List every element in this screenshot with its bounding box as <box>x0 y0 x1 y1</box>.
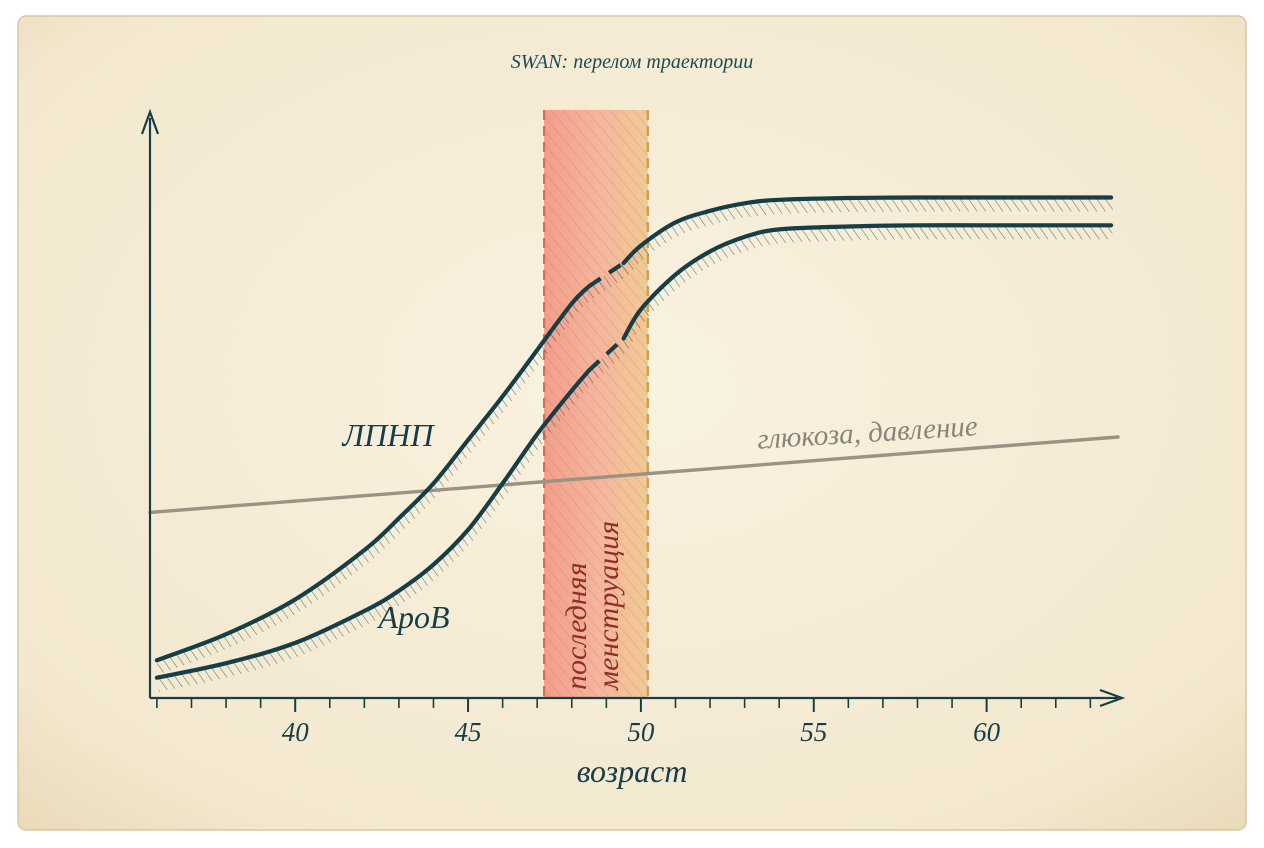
axes: 40 45 50 55 60 <box>140 108 1126 747</box>
x-axis-arrow <box>1099 688 1126 708</box>
trend-layer <box>148 435 1120 515</box>
x-axis-label: возраст <box>577 753 688 789</box>
band-label: последняя менструация <box>560 521 625 691</box>
band-label-line-2: менструация <box>592 521 625 691</box>
series-line-apob-pre <box>154 368 592 680</box>
series-line-apob-post <box>621 223 1114 341</box>
series-label-apob: ApoB <box>376 599 449 635</box>
series-line-ldl-post <box>621 195 1114 266</box>
series-label-ldl: ЛПНП <box>342 417 436 453</box>
band-label-line-1: последняя <box>560 562 593 690</box>
x-tick-label: 45 <box>455 717 482 747</box>
x-tick-label: 55 <box>800 717 827 747</box>
series-line-trend <box>148 435 1120 515</box>
x-tick-label: 60 <box>973 717 1001 747</box>
series-hatch-0 <box>156 197 1114 675</box>
x-tick-label: 50 <box>627 717 655 747</box>
x-tick-label: 40 <box>282 717 310 747</box>
series-layer <box>154 195 1114 680</box>
series-line-apob-dashed <box>587 336 626 372</box>
series-line-ldl-dashed <box>587 261 625 288</box>
chart-title: SWAN: перелом траектории <box>511 51 754 73</box>
tick-layer: 40 45 50 55 60 <box>156 698 1092 747</box>
y-axis-arrow <box>140 108 160 135</box>
series-line-ldl-pre <box>154 284 592 663</box>
